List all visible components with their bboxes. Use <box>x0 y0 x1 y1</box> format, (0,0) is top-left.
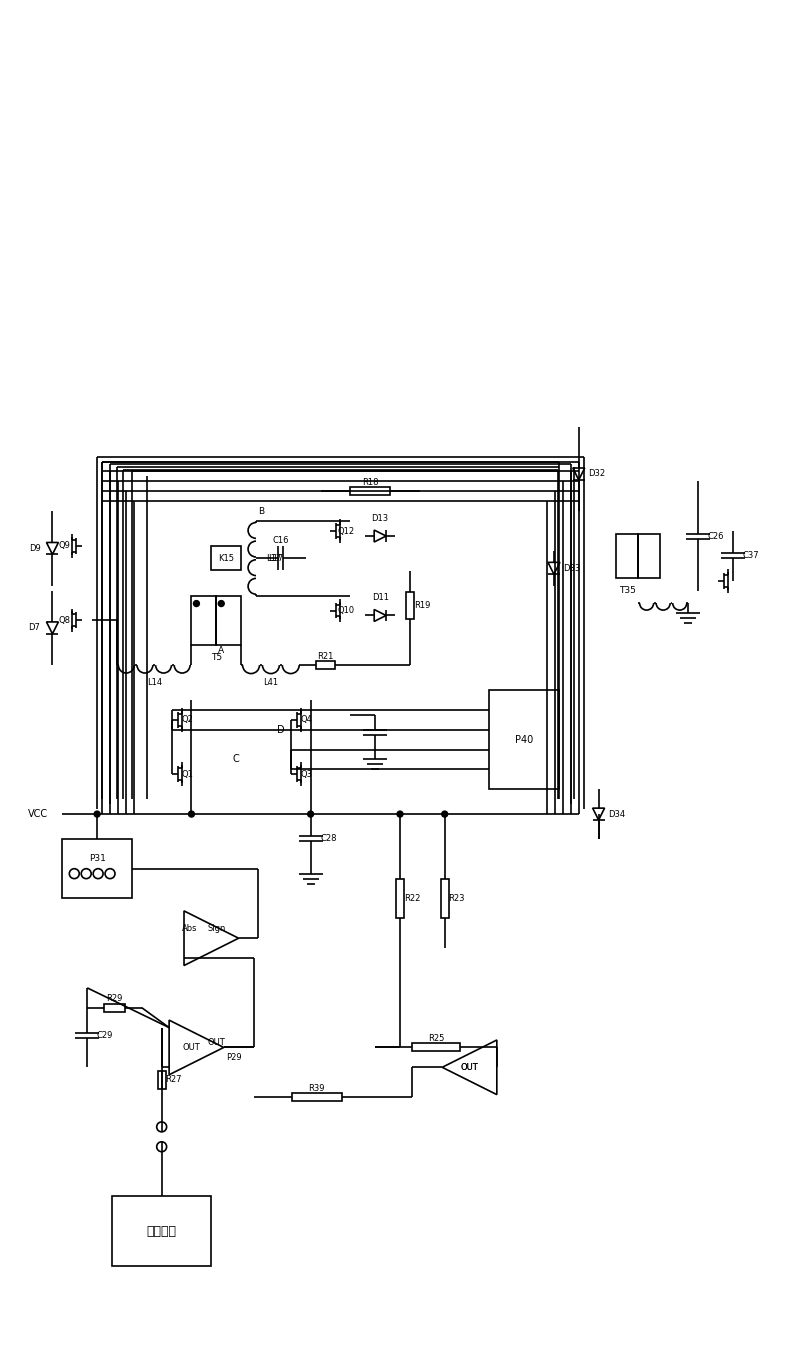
Text: Sign: Sign <box>207 924 226 932</box>
Text: R18: R18 <box>362 478 378 487</box>
Text: D: D <box>277 725 285 734</box>
Text: Q4: Q4 <box>301 715 313 725</box>
Polygon shape <box>374 530 386 542</box>
Bar <box>62 839 132 898</box>
Bar <box>441 879 449 919</box>
Text: R25: R25 <box>428 1035 444 1043</box>
Text: R27: R27 <box>166 1076 182 1084</box>
Polygon shape <box>548 562 560 575</box>
Bar <box>638 534 660 579</box>
Text: K15: K15 <box>218 554 234 562</box>
Bar <box>291 1093 342 1102</box>
Text: P31: P31 <box>89 854 106 863</box>
Bar <box>315 661 335 669</box>
Circle shape <box>94 811 100 818</box>
Polygon shape <box>593 808 605 820</box>
Text: C37: C37 <box>742 551 759 561</box>
Polygon shape <box>442 1040 497 1095</box>
Circle shape <box>194 601 199 606</box>
Text: OUT: OUT <box>461 1063 478 1072</box>
Circle shape <box>442 811 448 818</box>
Text: L17: L17 <box>266 554 282 562</box>
Text: C26: C26 <box>707 531 724 541</box>
Circle shape <box>308 811 314 818</box>
Bar <box>396 879 404 919</box>
Bar <box>350 487 390 495</box>
Polygon shape <box>184 910 238 965</box>
Polygon shape <box>46 622 58 633</box>
Circle shape <box>218 601 224 606</box>
Text: D34: D34 <box>608 809 625 819</box>
Text: D11: D11 <box>372 594 389 602</box>
Bar <box>191 595 216 646</box>
Text: Q2: Q2 <box>182 715 194 725</box>
Text: T35: T35 <box>619 586 636 595</box>
Text: OUT: OUT <box>207 1037 225 1047</box>
Text: R22: R22 <box>404 894 420 904</box>
Text: D7: D7 <box>29 624 41 632</box>
Text: P40: P40 <box>515 734 534 744</box>
Bar <box>412 1043 460 1051</box>
Text: R21: R21 <box>318 651 334 661</box>
Text: C: C <box>233 755 239 764</box>
Bar <box>490 689 559 789</box>
Text: T5: T5 <box>210 652 222 662</box>
Circle shape <box>397 811 403 818</box>
Text: Q3: Q3 <box>301 770 313 779</box>
Text: D33: D33 <box>563 564 581 573</box>
Text: B: B <box>258 506 264 516</box>
Text: Q12: Q12 <box>338 527 355 535</box>
Text: A: A <box>218 646 224 655</box>
Polygon shape <box>374 610 386 621</box>
Text: OUT: OUT <box>461 1063 478 1072</box>
Text: R29: R29 <box>106 994 122 1003</box>
Text: L41: L41 <box>263 678 278 688</box>
Polygon shape <box>46 542 58 554</box>
Text: R23: R23 <box>448 894 465 904</box>
Bar <box>158 1070 166 1089</box>
Text: C29: C29 <box>97 1031 114 1040</box>
Text: R39: R39 <box>309 1084 325 1092</box>
Circle shape <box>189 811 194 818</box>
Bar <box>617 534 638 579</box>
Bar <box>103 1003 126 1011</box>
Text: Q10: Q10 <box>338 606 355 616</box>
Text: 控制装置: 控制装置 <box>146 1224 177 1238</box>
Text: C16: C16 <box>273 536 289 545</box>
Text: R19: R19 <box>414 601 430 610</box>
Polygon shape <box>169 1020 224 1074</box>
Bar <box>406 591 414 620</box>
Text: P29: P29 <box>226 1052 242 1062</box>
Text: VCC: VCC <box>28 809 48 819</box>
Text: Q8: Q8 <box>58 616 70 625</box>
Text: L14: L14 <box>146 678 162 688</box>
Text: Q1: Q1 <box>182 770 194 779</box>
Text: D32: D32 <box>588 470 605 479</box>
Text: C28: C28 <box>320 834 337 844</box>
Text: Abs: Abs <box>182 924 198 932</box>
Text: D13: D13 <box>371 513 389 523</box>
Text: Q9: Q9 <box>58 542 70 550</box>
Text: OUT: OUT <box>182 1043 200 1052</box>
Bar <box>216 595 241 646</box>
Polygon shape <box>573 468 585 480</box>
Text: D9: D9 <box>29 543 41 553</box>
Text: L17: L17 <box>268 554 283 562</box>
Bar <box>211 546 241 571</box>
Bar <box>112 1196 211 1265</box>
